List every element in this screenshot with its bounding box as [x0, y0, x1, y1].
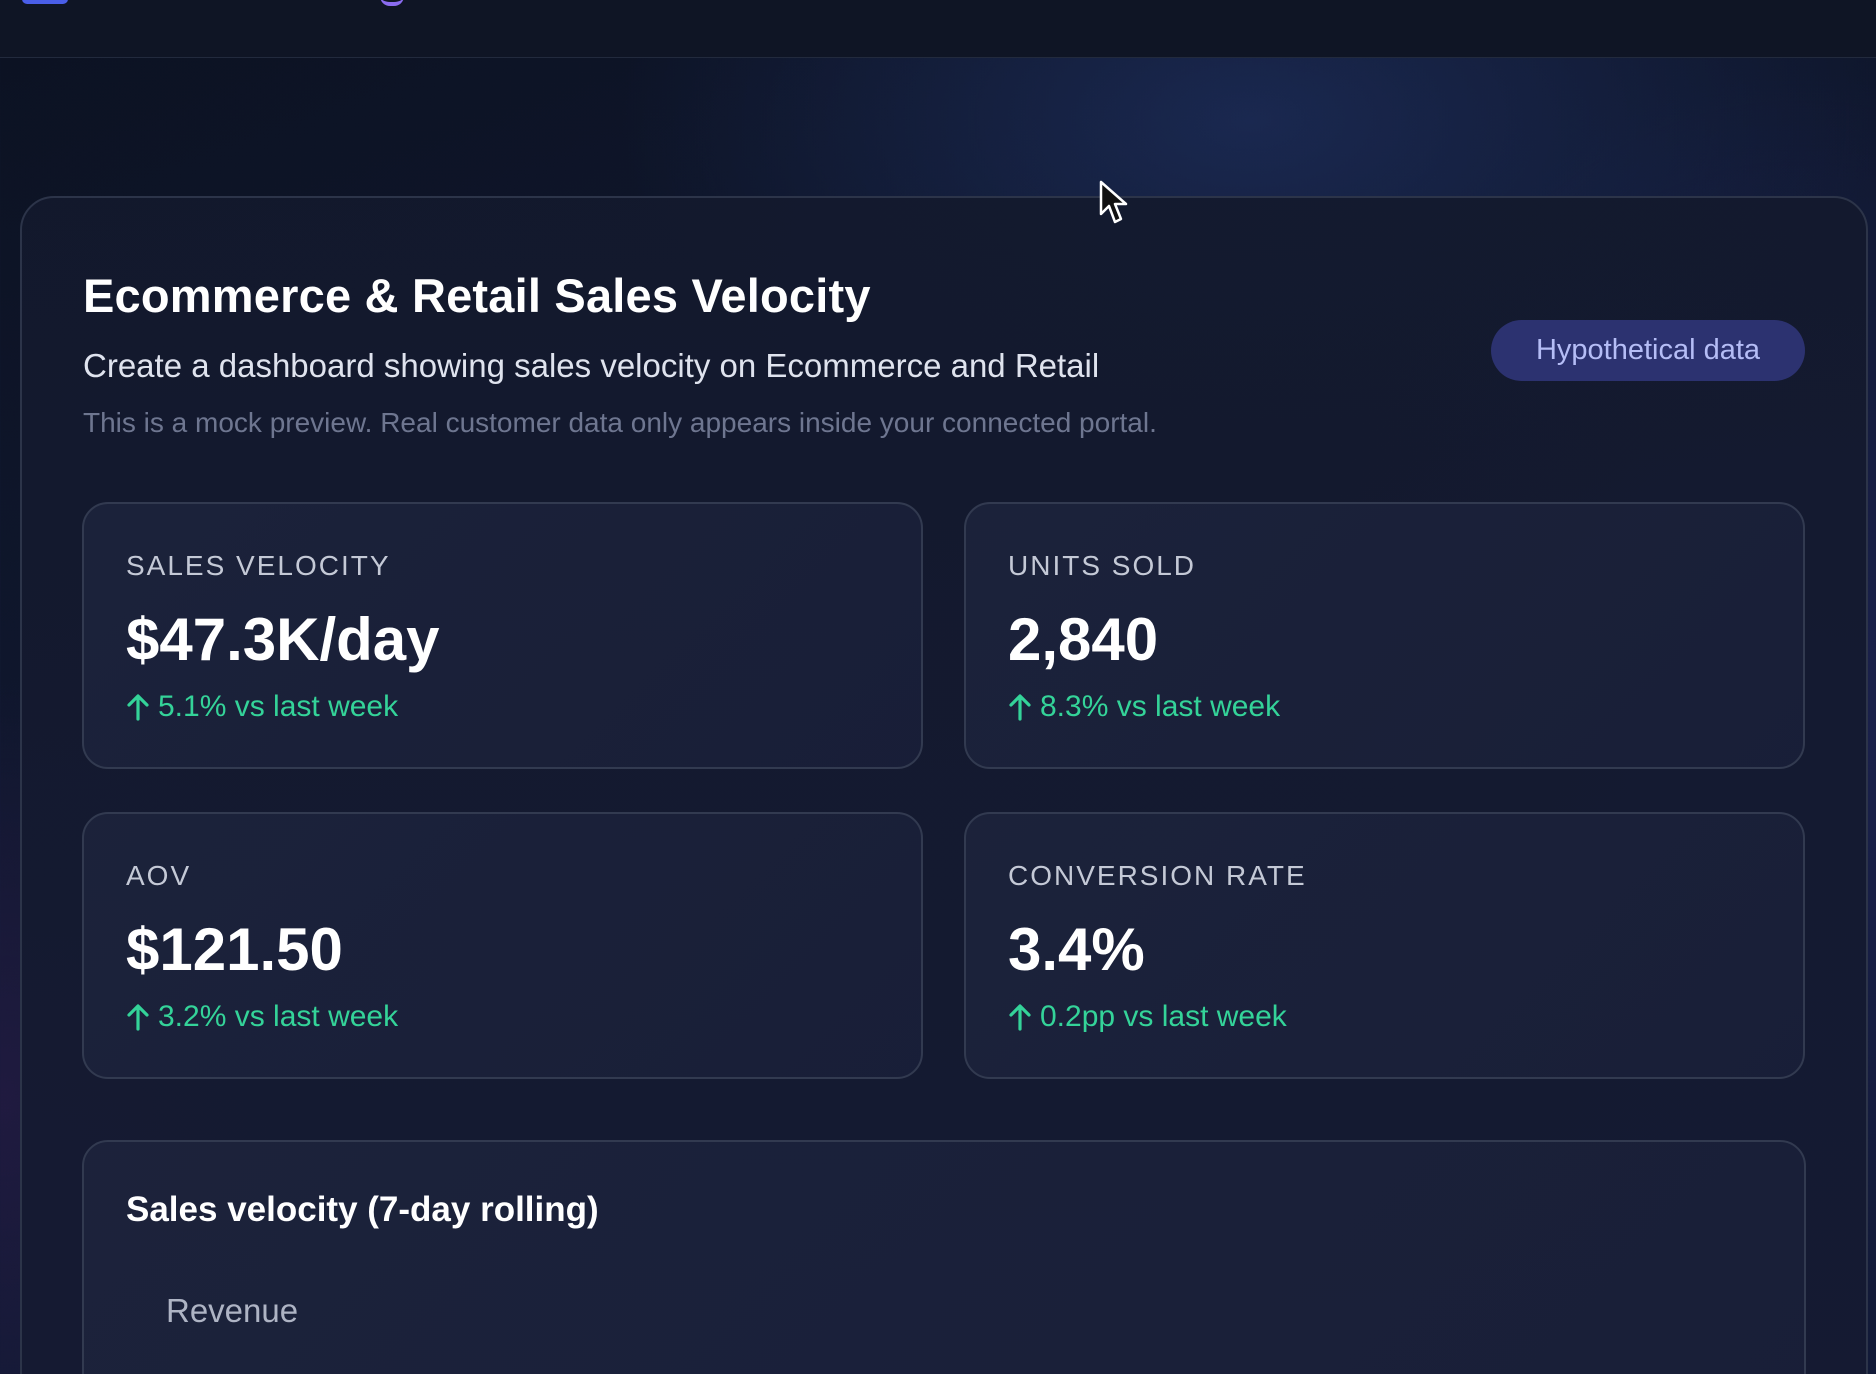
app-logo-wordmark-fragment — [380, 0, 404, 6]
kpi-delta-text: 5.1% vs last week — [158, 690, 399, 723]
kpi-value: $121.50 — [126, 916, 343, 983]
dashboard-subtitle: Create a dashboard showing sales velocit… — [83, 347, 1100, 384]
kpi-value: 2,840 — [1008, 606, 1159, 673]
kpi-value: 3.4% — [1008, 916, 1145, 983]
sales-velocity-chart-card: Sales velocity (7-day rolling) Revenue — [82, 1140, 1806, 1374]
kpi-card-conversion-rate[interactable]: CONVERSION RATE 3.4% 0.2pp vs last week — [964, 812, 1805, 1079]
chart-legend-revenue[interactable]: Revenue — [166, 1292, 299, 1329]
arrow-up-icon — [1009, 694, 1031, 721]
kpi-label: CONVERSION RATE — [1008, 860, 1307, 891]
kpi-card-aov[interactable]: AOV $121.50 3.2% vs last week — [82, 812, 923, 1079]
kpi-label: AOV — [126, 860, 192, 891]
arrow-up-icon — [127, 694, 149, 721]
chart-title: Sales velocity (7-day rolling) — [126, 1190, 599, 1229]
kpi-label: SALES VELOCITY — [126, 550, 391, 581]
kpi-delta: 5.1% vs last week — [126, 690, 398, 724]
dashboard-title: Ecommerce & Retail Sales Velocity — [83, 269, 871, 322]
app-logo[interactable] — [22, 0, 68, 4]
kpi-delta: 3.2% vs last week — [126, 1000, 398, 1034]
arrow-up-icon — [127, 1004, 149, 1031]
kpi-card-units-sold[interactable]: UNITS SOLD 2,840 8.3% vs last week — [964, 502, 1805, 769]
top-bar — [0, 0, 1876, 58]
arrow-up-icon — [1009, 1004, 1031, 1031]
kpi-value: $47.3K/day — [126, 606, 440, 673]
kpi-delta: 0.2pp vs last week — [1008, 1000, 1287, 1034]
kpi-delta-text: 0.2pp vs last week — [1040, 1000, 1287, 1033]
kpi-delta-text: 8.3% vs last week — [1040, 690, 1281, 723]
kpi-card-sales-velocity[interactable]: SALES VELOCITY $47.3K/day 5.1% vs last w… — [82, 502, 923, 769]
hypothetical-data-badge: Hypothetical data — [1491, 320, 1805, 381]
kpi-delta-text: 3.2% vs last week — [158, 1000, 399, 1033]
kpi-label: UNITS SOLD — [1008, 550, 1197, 581]
kpi-delta: 8.3% vs last week — [1008, 690, 1280, 724]
mock-preview-note: This is a mock preview. Real customer da… — [83, 407, 1157, 438]
mouse-cursor-icon — [1099, 180, 1128, 224]
